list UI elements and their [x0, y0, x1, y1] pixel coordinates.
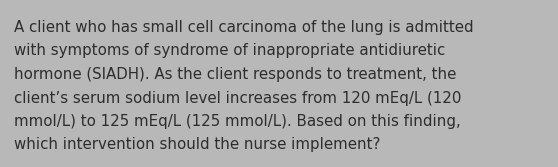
Text: client’s serum sodium level increases from 120 mEq/L (120: client’s serum sodium level increases fr… [14, 91, 461, 106]
Text: A client who has small cell carcinoma of the lung is admitted: A client who has small cell carcinoma of… [14, 20, 474, 35]
Text: with symptoms of syndrome of inappropriate antidiuretic: with symptoms of syndrome of inappropria… [14, 43, 445, 58]
Text: which intervention should the nurse implement?: which intervention should the nurse impl… [14, 137, 381, 152]
Text: mmol/L) to 125 mEq/L (125 mmol/L). Based on this finding,: mmol/L) to 125 mEq/L (125 mmol/L). Based… [14, 114, 461, 129]
Text: hormone (SIADH). As the client responds to treatment, the: hormone (SIADH). As the client responds … [14, 67, 456, 82]
